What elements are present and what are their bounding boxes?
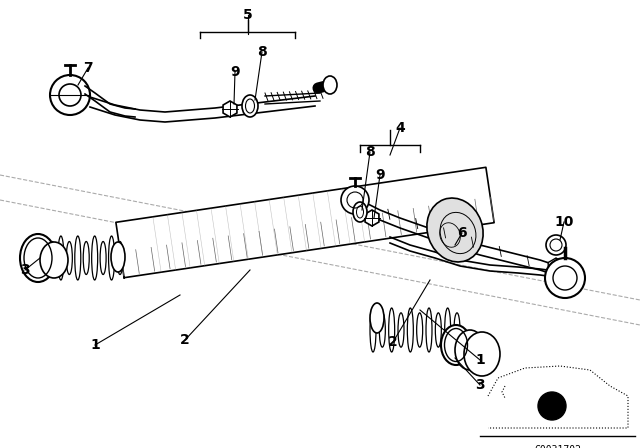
Text: 10: 10 — [554, 215, 573, 229]
Polygon shape — [488, 366, 628, 428]
Circle shape — [538, 392, 566, 420]
Ellipse shape — [407, 308, 413, 352]
Text: 4: 4 — [395, 121, 405, 135]
Text: C0031702: C0031702 — [534, 445, 581, 448]
Ellipse shape — [20, 234, 56, 282]
Ellipse shape — [427, 198, 483, 262]
Ellipse shape — [380, 313, 385, 347]
Ellipse shape — [323, 76, 337, 94]
Ellipse shape — [92, 236, 98, 280]
Ellipse shape — [464, 332, 500, 376]
Ellipse shape — [75, 236, 81, 280]
Ellipse shape — [398, 313, 404, 347]
Text: 2: 2 — [388, 335, 398, 349]
Ellipse shape — [370, 303, 384, 333]
Text: 5: 5 — [243, 8, 253, 22]
Ellipse shape — [100, 241, 106, 275]
Text: 8: 8 — [257, 45, 267, 59]
Ellipse shape — [41, 236, 47, 280]
Text: 3: 3 — [475, 378, 485, 392]
Ellipse shape — [455, 330, 485, 370]
Ellipse shape — [370, 308, 376, 352]
Ellipse shape — [111, 242, 125, 272]
Ellipse shape — [435, 313, 442, 347]
Ellipse shape — [388, 308, 395, 352]
Ellipse shape — [445, 308, 451, 352]
Ellipse shape — [417, 313, 422, 347]
Text: 1: 1 — [475, 353, 485, 367]
Ellipse shape — [49, 241, 56, 275]
Text: 8: 8 — [365, 145, 375, 159]
Ellipse shape — [117, 241, 123, 275]
Circle shape — [546, 235, 566, 255]
Ellipse shape — [353, 202, 367, 222]
Text: 7: 7 — [83, 61, 93, 75]
Text: 6: 6 — [457, 226, 467, 240]
Ellipse shape — [40, 242, 68, 278]
Ellipse shape — [58, 236, 64, 280]
Text: 9: 9 — [230, 65, 240, 79]
Ellipse shape — [441, 325, 471, 365]
Ellipse shape — [426, 308, 432, 352]
Text: 1: 1 — [90, 338, 100, 352]
Circle shape — [341, 186, 369, 214]
Ellipse shape — [454, 313, 460, 347]
Text: 9: 9 — [375, 168, 385, 182]
Text: 2: 2 — [180, 333, 190, 347]
Text: 3: 3 — [20, 263, 30, 277]
Ellipse shape — [83, 241, 89, 275]
Ellipse shape — [67, 241, 72, 275]
Ellipse shape — [109, 236, 115, 280]
Circle shape — [545, 258, 585, 298]
Ellipse shape — [242, 95, 258, 117]
Polygon shape — [116, 167, 494, 278]
